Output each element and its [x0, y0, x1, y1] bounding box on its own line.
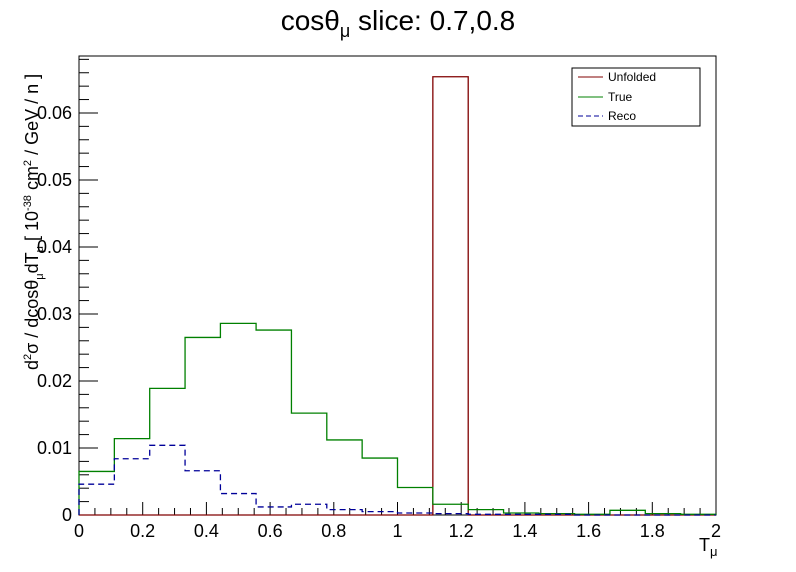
series-reco-line: [78, 444, 716, 516]
legend-unfolded-label: Unfolded: [608, 70, 656, 84]
y-label-d-sup: -38: [22, 195, 34, 211]
x-tick-label: 0.2: [130, 521, 155, 541]
chart-title-rest: slice: 0.7,0.8: [350, 5, 515, 36]
y-label-f: / GeV / n ]: [22, 74, 42, 160]
x-tick-label: 1.6: [576, 521, 601, 541]
x-axis-label-main: T: [699, 535, 710, 555]
x-tick-label: 1.8: [640, 521, 665, 541]
axis-tick-labels: 0 0.2 0.4 0.6 0.8 1 1.2 1.4 1.6 1.8 2 0 0.01 0.02 0.03…: [37, 103, 721, 541]
chart-title-sub: μ: [340, 21, 350, 41]
y-label-b: σ / dcosθ: [22, 280, 42, 354]
y-tick-label: 0.02: [37, 371, 72, 391]
y-label-a: d: [22, 360, 42, 370]
x-tick-label: 0.8: [321, 521, 346, 541]
x-tick-label: 1.4: [512, 521, 537, 541]
x-tick-label: 1.2: [449, 521, 474, 541]
legend: Unfolded True Reco: [571, 67, 701, 127]
x-axis-label-sub: μ: [710, 544, 718, 559]
legend-reco-label: Reco: [608, 109, 636, 123]
y-tick-label: 0.05: [37, 170, 72, 190]
y-tick-label: 0.06: [37, 103, 72, 123]
chart-title-main: cosθ: [281, 5, 340, 36]
y-label-d: [ 10: [22, 211, 42, 246]
x-tick-label: 0: [74, 521, 84, 541]
y-tick-label: 0.01: [37, 438, 72, 458]
x-tick-label: 1: [392, 521, 402, 541]
y-tick-label: 0.03: [37, 304, 72, 324]
y-label-e: cm: [22, 166, 42, 195]
x-tick-label: 0.6: [258, 521, 283, 541]
y-label-a-sup: 2: [22, 354, 34, 360]
legend-true-label: True: [608, 90, 633, 104]
y-label-e-sup: 2: [22, 160, 34, 166]
y-label-c-sub: μ: [34, 246, 46, 252]
y-axis-label: d2σ / dcosθμdTμ [ 10-38 cm2 / GeV / n ]: [22, 74, 46, 370]
x-tick-label: 0.4: [194, 521, 219, 541]
chart-title: cosθμ slice: 0.7,0.8: [281, 5, 516, 41]
x-axis-label: Tμ: [699, 535, 718, 559]
y-label-b-sub: μ: [34, 273, 46, 279]
x-tick-label: 2: [711, 521, 721, 541]
series-true-line: [78, 322, 717, 515]
y-tick-label: 0.04: [37, 237, 72, 257]
y-tick-label: 0: [62, 505, 72, 525]
series-layer: [78, 76, 717, 516]
y-label-c: dT: [22, 252, 42, 273]
